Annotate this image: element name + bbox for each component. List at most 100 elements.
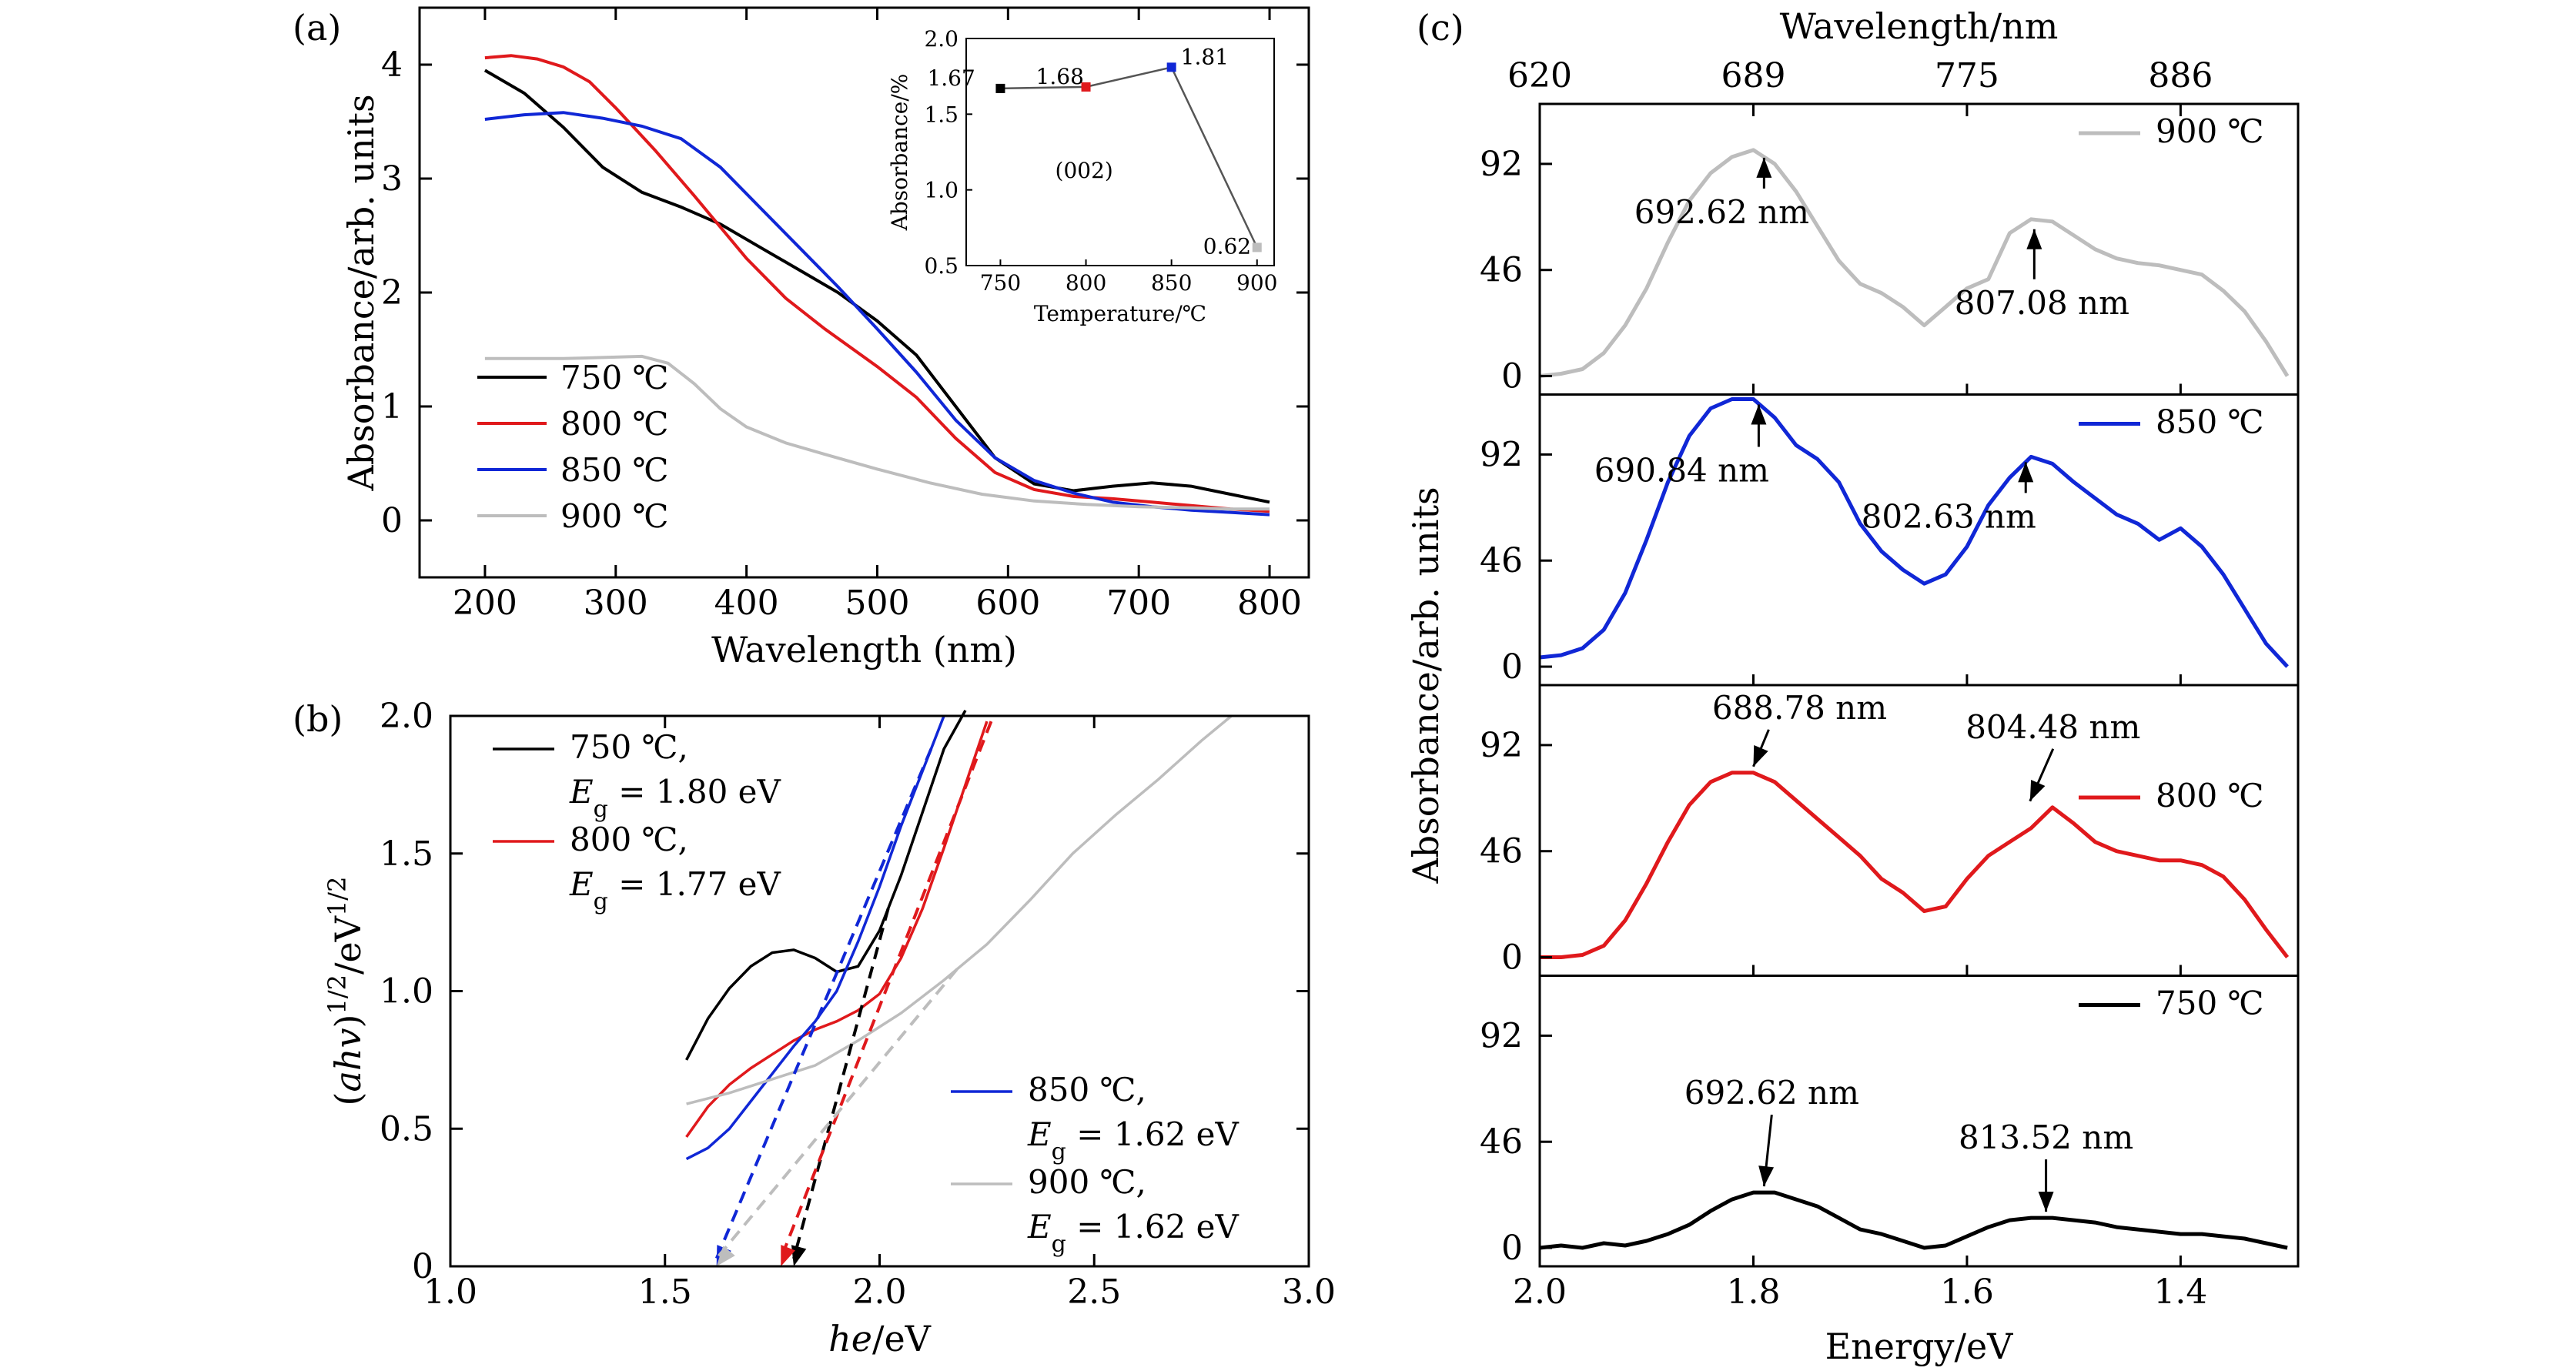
legend-eg-b-3: Eg = 1.62 eV xyxy=(1027,1208,1239,1258)
legend-eg-b-0: Eg = 1.80 eV xyxy=(569,773,781,823)
y-tick-label-b: 1.5 xyxy=(380,834,433,874)
tangent-line-b-1 xyxy=(779,721,993,1259)
legend-label-c-0: 900 ℃ xyxy=(2156,112,2264,150)
inset-x-tick-label: 750 xyxy=(980,270,1021,296)
inset-y-axis-label: Absorbance/% xyxy=(887,74,912,232)
x-tick-label-b: 1.5 xyxy=(638,1272,692,1312)
x-tick-label-a: 300 xyxy=(584,584,648,623)
peak-label-c: 692.62 nm xyxy=(1634,193,1809,231)
panel-label-a: (a) xyxy=(293,7,341,48)
y-tick-label-c: 46 xyxy=(1480,1122,1523,1162)
y-tick-label-a: 2 xyxy=(381,273,403,313)
legend-label-c-1: 850 ℃ xyxy=(2156,403,2264,441)
x-axis-label-b: he/eV xyxy=(828,1318,932,1359)
tangent-arrow-b-1 xyxy=(781,1245,795,1266)
inset-y-tick-label: 1.5 xyxy=(924,102,958,127)
top-x-tick-label-c: 689 xyxy=(1721,56,1785,95)
y-tick-label-a: 3 xyxy=(381,159,403,199)
legend-label-a-2: 850 ℃ xyxy=(560,451,669,489)
inset-value-label-0: 1.67 xyxy=(927,65,975,91)
inset-y-tick-label: 1.0 xyxy=(924,178,958,203)
peak-arrow-c-head xyxy=(2026,229,2042,249)
inset-x-tick-label: 850 xyxy=(1151,270,1192,296)
series-line-c-0 xyxy=(1539,148,2290,378)
x-tick-label-b: 1.0 xyxy=(423,1272,477,1312)
x-tick-label-a: 500 xyxy=(845,584,909,623)
tangent-line-b-2 xyxy=(714,748,933,1259)
series-line-b-0 xyxy=(685,710,967,1061)
x-tick-label-b: 2.5 xyxy=(1067,1272,1121,1312)
inset-value-label-2: 1.81 xyxy=(1181,44,1229,69)
legend-temp-b-3: 900 ℃, xyxy=(1028,1163,1146,1201)
peak-label-c: 804.48 nm xyxy=(1965,708,2140,746)
x-axis-label-c: Energy/eV xyxy=(1825,1326,2014,1367)
inset-value-label-3: 0.62 xyxy=(1203,233,1251,259)
legend-temp-b-0: 750 ℃, xyxy=(570,728,688,766)
y-tick-label-b: 0.5 xyxy=(380,1109,433,1149)
top-x-axis-label-c: Wavelength/nm xyxy=(1780,5,2059,47)
y-tick-label-a: 0 xyxy=(381,501,403,540)
inset-point-0 xyxy=(995,83,1005,93)
inset-x-tick-label: 800 xyxy=(1066,270,1106,296)
legend-label-c-3: 750 ℃ xyxy=(2156,985,2264,1022)
x-tick-label-a: 600 xyxy=(975,584,1040,623)
series-line-b-2 xyxy=(685,715,945,1161)
panel-b: (b) 1.0 1.5 2.0 2.5 3.0 0 0.5 1.0 1.5 2.0 he/eV (ahv… xyxy=(293,697,1336,1359)
y-tick-label-c: 0 xyxy=(1501,357,1523,396)
peak-arrow-c-head xyxy=(1753,745,1768,767)
x-tick-label-a: 800 xyxy=(1237,584,1302,623)
inset-x-axis-label: Temperature/℃ xyxy=(1034,301,1206,326)
inset-y-tick-label: 2.0 xyxy=(924,26,958,52)
x-tick-label-a: 700 xyxy=(1106,584,1171,623)
legend-temp-b-2: 850 ℃, xyxy=(1028,1071,1146,1109)
y-axis-label-c: Absorbance/arb. units xyxy=(1405,487,1447,884)
x-axis-label-a: Wavelength (nm) xyxy=(711,629,1017,670)
legend-label-a-1: 800 ℃ xyxy=(560,405,669,443)
y-tick-label-b: 0 xyxy=(412,1247,433,1286)
inset-value-label-1: 1.68 xyxy=(1036,64,1084,89)
panel-c: (c) Wavelength/nm 620 689 775 886 0 46 92 900 ℃ 69… xyxy=(1405,5,2300,1367)
legend-label-c-2: 800 ℃ xyxy=(2156,777,2264,814)
y-tick-label-c: 0 xyxy=(1501,647,1523,687)
peak-arrow-c-head xyxy=(1758,1165,1775,1187)
x-tick-label-b: 3.0 xyxy=(1282,1272,1336,1312)
peak-label-c: 807.08 nm xyxy=(1955,284,2129,322)
peak-label-c: 813.52 nm xyxy=(1959,1119,2133,1156)
series-line-a-3 xyxy=(484,354,1270,511)
y-tick-label-c: 0 xyxy=(1501,1229,1523,1268)
y-tick-label-c: 92 xyxy=(1480,1016,1523,1055)
series-line-c-3 xyxy=(1539,1190,2288,1250)
tangent-line-b-3 xyxy=(715,968,958,1260)
legend-eg-b-2: Eg = 1.62 eV xyxy=(1027,1115,1239,1165)
legend-label-a-0: 750 ℃ xyxy=(560,359,669,396)
x-tick-label-c: 1.4 xyxy=(2153,1272,2207,1312)
inset-point-1 xyxy=(1081,82,1091,92)
legend-eg-b-1: Eg = 1.77 eV xyxy=(569,865,781,915)
y-tick-label-c: 92 xyxy=(1480,145,1523,184)
panel-label-c: (c) xyxy=(1417,7,1464,48)
y-tick-label-c: 46 xyxy=(1480,251,1523,290)
y-tick-label-c: 46 xyxy=(1480,541,1523,580)
series-line-b-1 xyxy=(685,721,989,1139)
x-tick-label-c: 2.0 xyxy=(1513,1272,1567,1312)
series-line-a-0 xyxy=(483,69,1270,504)
x-tick-label-b: 2.0 xyxy=(853,1272,907,1312)
peak-label-c: 692.62 nm xyxy=(1684,1074,1859,1112)
x-tick-label-c: 1.8 xyxy=(1726,1272,1780,1312)
subplot-frame-c-3 xyxy=(1538,975,2300,1268)
series-line-c-1 xyxy=(1539,397,2289,668)
y-tick-label-a: 4 xyxy=(381,45,403,85)
y-tick-label-c: 92 xyxy=(1480,726,1523,765)
x-tick-label-a: 200 xyxy=(453,584,517,623)
tangent-arrow-b-3 xyxy=(716,1246,735,1266)
x-tick-label-c: 1.6 xyxy=(1940,1272,1994,1312)
peak-arrow-c-head xyxy=(2018,462,2034,483)
inset-line xyxy=(1000,65,1258,248)
y-tick-label-c: 92 xyxy=(1480,435,1523,474)
y-axis-label-b: (ahv)1/2/eV1/2 xyxy=(323,877,369,1106)
tangent-arrow-b-0 xyxy=(791,1245,807,1266)
legend-temp-b-1: 800 ℃, xyxy=(570,821,688,858)
inset-x-tick-label: 900 xyxy=(1236,270,1277,296)
peak-label-c: 802.63 nm xyxy=(1862,497,2036,535)
tangent-line-b-0 xyxy=(792,908,890,1259)
